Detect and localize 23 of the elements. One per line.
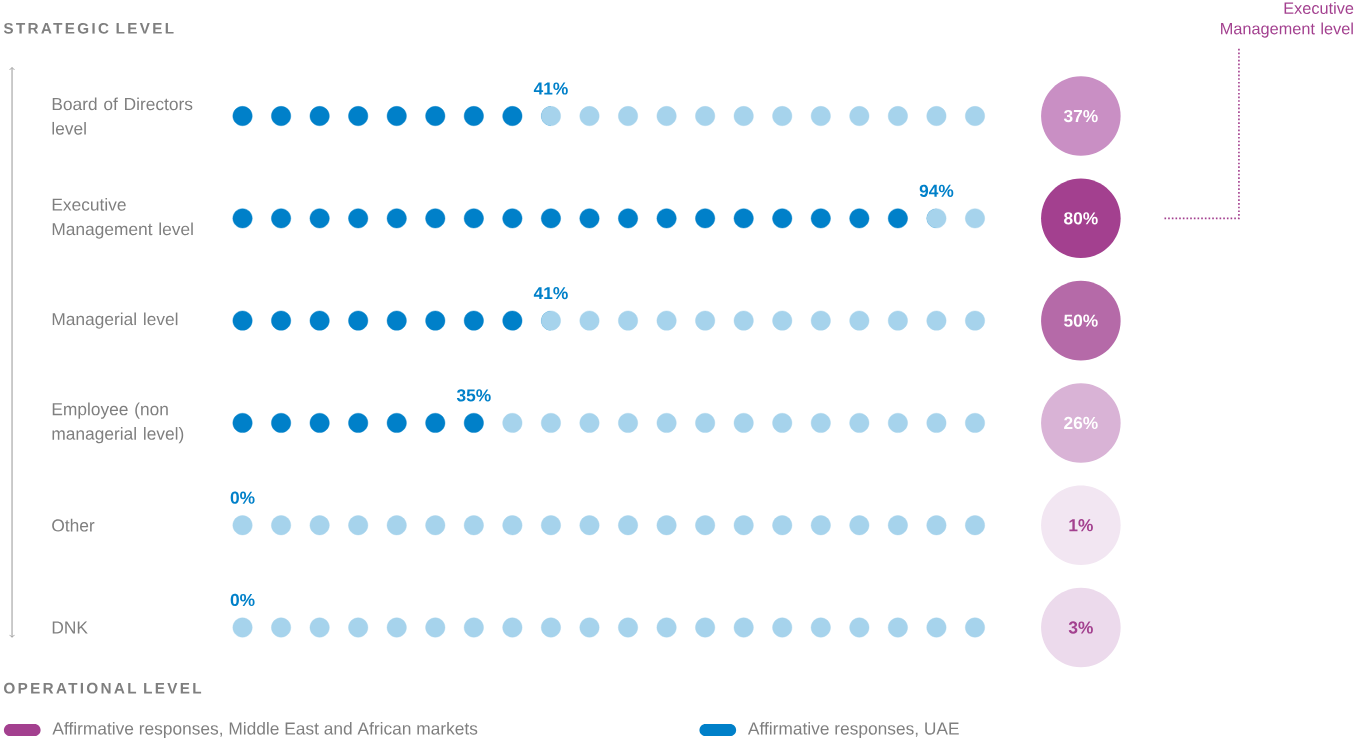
data-label: 80%: [1064, 211, 1098, 225]
category-label: Executive Management level: [52, 197, 193, 239]
category-label: DNK: [52, 621, 88, 634]
data-label: 26%: [1064, 416, 1098, 429]
legend-label: Affirmative responses, UAE: [747, 721, 959, 738]
text: Executive Management level: [1221, 1, 1354, 38]
data-label: 50%: [1064, 314, 1098, 327]
text: STRATEGIC LEVEL: [3, 22, 174, 34]
data-label: 35%: [456, 389, 491, 402]
data-label: 3%: [1068, 621, 1093, 634]
category-label: Employee (non managerial level): [52, 402, 184, 444]
data-label: 94%: [919, 184, 954, 197]
data-label: 41%: [533, 286, 568, 299]
category-label: Other: [52, 518, 95, 532]
data-label: 0%: [230, 491, 255, 504]
text: OPERATIONAL LEVEL: [4, 682, 202, 694]
data-label: 41%: [533, 82, 568, 95]
data-label: 0%: [230, 593, 255, 606]
category-label: Managerial level: [52, 312, 178, 329]
category-label: Board of Directors level: [52, 97, 193, 135]
data-label: 1%: [1069, 518, 1093, 532]
data-label: 37%: [1063, 109, 1098, 122]
legend-label: Affirmative responses, Middle East and African markets: [52, 721, 478, 738]
